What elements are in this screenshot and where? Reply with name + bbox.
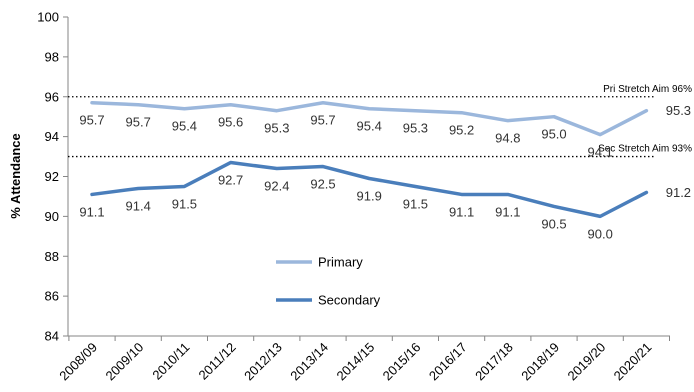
x-tick-label: 2014/15 [333,340,377,384]
y-tick-label: 98 [45,49,59,64]
data-label-secondary: 92.5 [310,177,335,192]
series-group [90,100,649,219]
x-tick-label: 2017/18 [472,340,516,384]
y-tick-label: 86 [45,289,59,304]
y-tick-label: 94 [45,129,59,144]
data-label-primary: 95.6 [218,115,243,130]
x-tick-label: 2019/20 [564,340,608,384]
y-tick-label: 88 [45,249,59,264]
axes: 84 86 88 90 92 94 96 98 100 2008/09 2009/10 2010/11… [37,10,670,384]
stretch-aim-label: Sec Stretch Aim 93% [598,144,692,155]
y-tick-label: 100 [37,10,59,25]
data-label-secondary: 91.2 [666,185,691,200]
x-tick-label: 2012/13 [241,340,285,384]
legend: Primary Secondary [276,255,381,308]
x-tick-label: 2008/09 [56,340,100,384]
data-label-secondary: 91.1 [449,204,474,219]
data-label-secondary: 91.1 [495,204,520,219]
x-tick-label: 2016/17 [426,340,470,384]
data-label-primary: 95.4 [172,119,197,134]
data-label-secondary: 91.5 [403,196,428,211]
x-tick-label: 2018/19 [518,340,562,384]
data-label-secondary: 90.0 [588,226,613,241]
data-labels: 95.7 95.7 95.4 95.6 95.3 95.7 95.4 95.3 95.2 94.8… [79,103,691,241]
data-label-secondary: 91.1 [79,204,104,219]
x-tick-label: 2011/12 [196,340,239,383]
legend-label-primary: Primary [318,255,363,270]
data-label-secondary: 91.4 [126,198,151,213]
data-label-primary: 95.7 [126,115,151,130]
x-tick-label: 2010/11 [149,340,192,383]
x-tick-label: 2009/10 [102,340,146,384]
data-label-secondary: 92.7 [218,173,243,188]
x-tick-label: 2020/21 [611,340,655,384]
data-label-primary: 95.0 [541,127,566,142]
y-tick-label: 84 [45,329,59,344]
y-axis-title: % Attendance [8,133,23,218]
y-tick-label: 96 [45,89,59,104]
reference-lines: Pri Stretch Aim 96% Sec Stretch Aim 93% [68,84,692,158]
data-label-secondary: 91.9 [357,188,382,203]
data-label-primary: 95.7 [79,113,104,128]
stretch-aim-label: Pri Stretch Aim 96% [603,84,692,95]
data-label-primary: 95.3 [403,121,428,136]
data-label-primary: 95.7 [310,113,335,128]
legend-label-secondary: Secondary [318,293,381,308]
data-label-primary: 94.1 [588,145,613,160]
y-tick-label: 90 [45,209,59,224]
data-label-secondary: 92.4 [264,179,289,194]
data-label-secondary: 90.5 [541,216,566,231]
data-label-secondary: 91.5 [172,196,197,211]
y-tick-label: 92 [45,169,59,184]
data-label-primary: 95.2 [449,123,474,138]
data-label-primary: 95.3 [264,121,289,136]
data-label-primary: 94.8 [495,131,520,146]
x-tick-label: 2015/16 [380,340,424,384]
x-tick-label: 2013/14 [287,340,331,384]
data-label-primary: 95.3 [666,103,691,118]
data-label-primary: 95.4 [357,119,382,134]
